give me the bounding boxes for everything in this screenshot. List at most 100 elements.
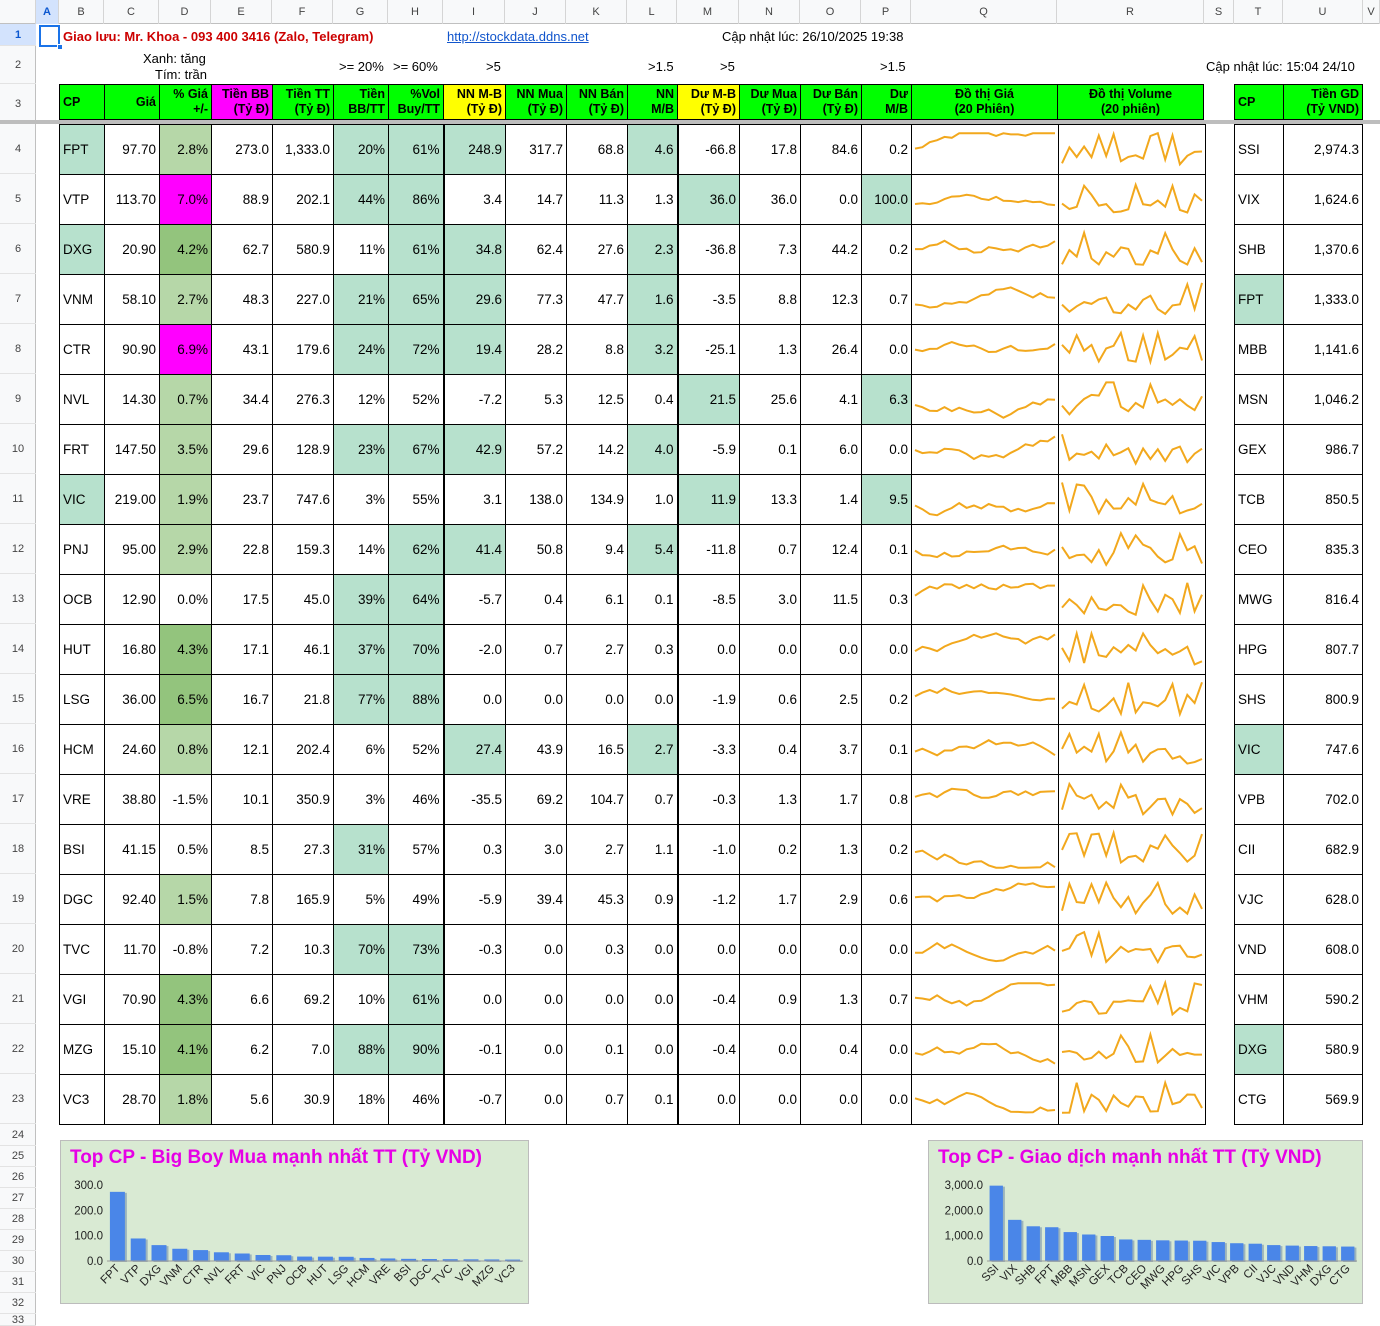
bar-frt[interactable]: [234, 1253, 250, 1261]
cell-tiengd[interactable]: 807.7: [1283, 624, 1363, 675]
cell-dumbr[interactable]: 0.8: [861, 774, 912, 825]
cell-gia[interactable]: 70.90: [104, 974, 160, 1025]
column-header-t[interactable]: T: [1234, 0, 1283, 24]
column-header-o[interactable]: O: [800, 0, 861, 24]
bar-vre[interactable]: [380, 1258, 396, 1261]
cell-nnmb[interactable]: -5.9: [442, 874, 506, 925]
cell-tienbb[interactable]: 8.5: [211, 824, 273, 875]
bar-mzg[interactable]: [484, 1259, 500, 1261]
cell-nnban[interactable]: 134.9: [566, 474, 628, 525]
cell-pct[interactable]: 4.1%: [159, 1024, 212, 1075]
cell-duban[interactable]: 3.7: [800, 724, 862, 775]
cell-nnmb[interactable]: 3.1: [442, 474, 506, 525]
cell-dumua[interactable]: 0.2: [739, 824, 801, 875]
bar-fpt[interactable]: [109, 1191, 125, 1261]
cell-cp2[interactable]: FPT: [1234, 274, 1284, 325]
cell-tienbb[interactable]: 17.1: [211, 624, 273, 675]
cell-nnmua[interactable]: 0.0: [505, 974, 567, 1025]
cell-pct[interactable]: 1.9%: [159, 474, 212, 525]
cell-dumbr[interactable]: 0.7: [861, 974, 912, 1025]
row-header-25[interactable]: 25: [0, 1146, 36, 1167]
cell-tienbb[interactable]: 43.1: [211, 324, 273, 375]
cell-tientt[interactable]: 21.8: [272, 674, 334, 725]
row-header-20[interactable]: 20: [0, 924, 36, 974]
cell-cp2[interactable]: CII: [1234, 824, 1284, 875]
cell-dumbr[interactable]: 0.2: [861, 124, 912, 175]
row-header-8[interactable]: 8: [0, 324, 36, 374]
cell-nnmua[interactable]: 0.7: [505, 624, 567, 675]
row-header-31[interactable]: 31: [0, 1272, 36, 1293]
cell-tienbb[interactable]: 34.4: [211, 374, 273, 425]
cell-dumua[interactable]: 7.3: [739, 224, 801, 275]
bar-vgi[interactable]: [463, 1259, 479, 1261]
row-header-22[interactable]: 22: [0, 1024, 36, 1074]
bar-vic[interactable]: [255, 1254, 271, 1261]
cell-nnmbr[interactable]: 4.0: [627, 424, 678, 475]
cell-nnmua[interactable]: 50.8: [505, 524, 567, 575]
cell-bbtt[interactable]: 10%: [333, 974, 389, 1025]
row-header-32[interactable]: 32: [0, 1293, 36, 1314]
row-header-26[interactable]: 26: [0, 1167, 36, 1188]
cell-dumua[interactable]: 17.8: [739, 124, 801, 175]
cell-pct[interactable]: 4.2%: [159, 224, 212, 275]
cell-tientt[interactable]: 276.3: [272, 374, 334, 425]
cell-pct[interactable]: 1.5%: [159, 874, 212, 925]
column-header-g[interactable]: G: [333, 0, 388, 24]
cell-tientt[interactable]: 10.3: [272, 924, 334, 975]
cell-nnmbr[interactable]: 0.0: [627, 674, 678, 725]
cell-dumua[interactable]: 0.6: [739, 674, 801, 725]
bar-msn[interactable]: [1082, 1234, 1096, 1261]
cell-nnmua[interactable]: 0.0: [505, 1074, 567, 1125]
cell-pct[interactable]: 1.8%: [159, 1074, 212, 1125]
cell-tiengd[interactable]: 682.9: [1283, 824, 1363, 875]
cell-duban[interactable]: 1.3: [800, 974, 862, 1025]
row-header-5[interactable]: 5: [0, 174, 36, 224]
cell-tiengd[interactable]: 2,974.3: [1283, 124, 1363, 175]
cell-bbtt[interactable]: 70%: [333, 924, 389, 975]
cell-pct[interactable]: 0.0%: [159, 574, 212, 625]
cell-duban[interactable]: 2.9: [800, 874, 862, 925]
cell-nnmb[interactable]: -7.2: [442, 374, 506, 425]
cell-dumbr[interactable]: 6.3: [861, 374, 912, 425]
cell-tienbb[interactable]: 12.1: [211, 724, 273, 775]
column-header-e[interactable]: E: [211, 0, 272, 24]
cell-nnmua[interactable]: 5.3: [505, 374, 567, 425]
cell-dumbr[interactable]: 0.1: [861, 524, 912, 575]
cell-nnmua[interactable]: 3.0: [505, 824, 567, 875]
cell-gia[interactable]: 219.00: [104, 474, 160, 525]
cell-nnmua[interactable]: 0.0: [505, 674, 567, 725]
cell-gia[interactable]: 58.10: [104, 274, 160, 325]
cell-dumbr[interactable]: 0.7: [861, 274, 912, 325]
cell-tienbb[interactable]: 22.8: [211, 524, 273, 575]
cell-nnmb[interactable]: 248.9: [442, 124, 506, 175]
chart-giaodich[interactable]: Top CP - Giao dịch mạnh nhất TT (Tỷ VND)…: [928, 1140, 1363, 1304]
bar-hut[interactable]: [317, 1256, 333, 1261]
cell-nnban[interactable]: 12.5: [566, 374, 628, 425]
cell-bbtt[interactable]: 77%: [333, 674, 389, 725]
cell-dumb[interactable]: -5.9: [676, 424, 740, 475]
cell-dumb[interactable]: -0.4: [676, 1024, 740, 1075]
bar-ocb[interactable]: [297, 1256, 313, 1261]
cell-nnmb[interactable]: -0.1: [442, 1024, 506, 1075]
cell-pct[interactable]: -1.5%: [159, 774, 212, 825]
cell-tienbb[interactable]: 48.3: [211, 274, 273, 325]
cell-pct[interactable]: 4.3%: [159, 624, 212, 675]
cell-bbtt[interactable]: 31%: [333, 824, 389, 875]
cell-pct[interactable]: 6.9%: [159, 324, 212, 375]
bar-dxg[interactable]: [151, 1245, 167, 1261]
cell-dumbr[interactable]: 0.0: [861, 424, 912, 475]
row-header-14[interactable]: 14: [0, 624, 36, 674]
cell-vol[interactable]: 90%: [388, 1024, 444, 1075]
cell-vol[interactable]: 52%: [388, 374, 444, 425]
cell-tientt[interactable]: 7.0: [272, 1024, 334, 1075]
cell-tientt[interactable]: 227.0: [272, 274, 334, 325]
column-header-c[interactable]: C: [104, 0, 159, 24]
cell-pct[interactable]: 6.5%: [159, 674, 212, 725]
cell-nnmbr[interactable]: 0.4: [627, 374, 678, 425]
row-header-11[interactable]: 11: [0, 474, 36, 524]
cell-dumbr[interactable]: 0.6: [861, 874, 912, 925]
cell-duban[interactable]: 0.0: [800, 174, 862, 225]
cell-tienbb[interactable]: 7.8: [211, 874, 273, 925]
cell-gia[interactable]: 90.90: [104, 324, 160, 375]
cell-nnmua[interactable]: 39.4: [505, 874, 567, 925]
